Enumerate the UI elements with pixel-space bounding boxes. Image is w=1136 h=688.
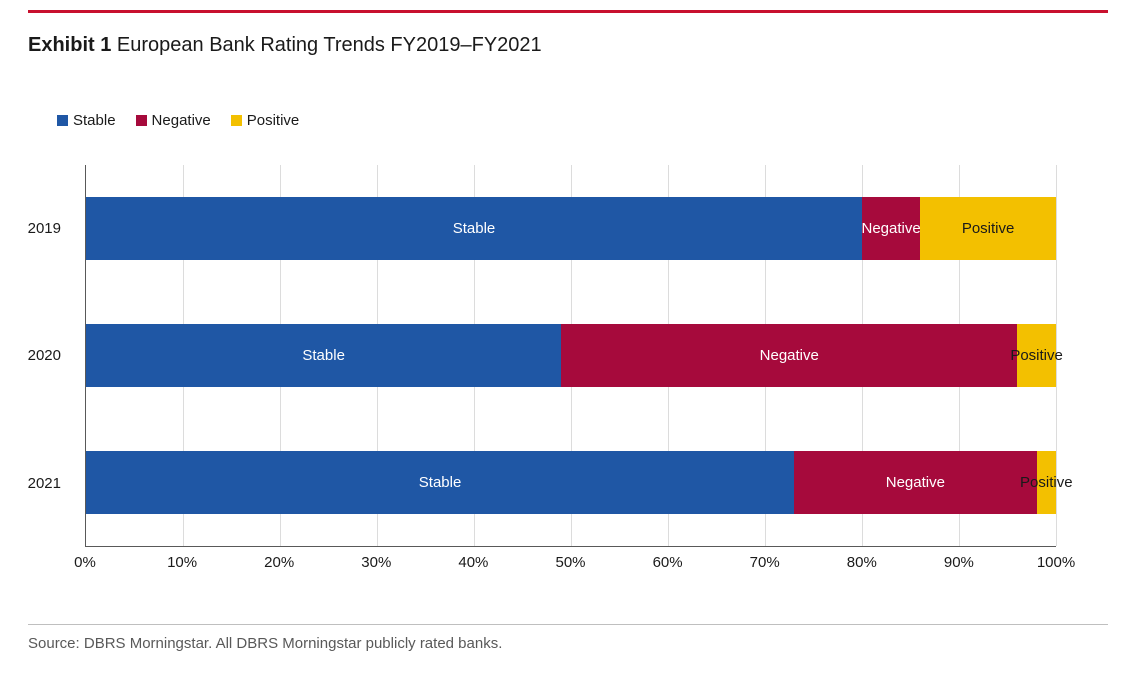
- segment-stable: Stable: [86, 197, 862, 260]
- segment-label: Stable: [418, 474, 462, 491]
- chart-area: 2019 2020 2021 Stable Negative Positive Stabl…: [28, 165, 1075, 578]
- segment-positive: Positive: [1010, 324, 1063, 387]
- segment-negative: Negative: [561, 324, 1018, 387]
- exhibit-title-text: European Bank Rating Trends FY2019–FY202…: [116, 34, 542, 56]
- exhibit-page: Exhibit 1 European Bank Rating Trends FY…: [28, 10, 1108, 652]
- x-tick-label: 20%: [264, 554, 295, 571]
- segment-stable: Stable: [86, 324, 562, 387]
- segment-stable: Stable: [86, 451, 795, 514]
- legend-swatch-icon: [57, 115, 68, 126]
- segment-label: Positive: [1020, 474, 1073, 491]
- segment-label: Stable: [302, 347, 345, 364]
- segment-label: Negative: [861, 220, 921, 237]
- exhibit-title: Exhibit 1 European Bank Rating Trends FY…: [28, 33, 1108, 57]
- legend-item-positive: Positive: [230, 112, 300, 129]
- legend-label: Negative: [151, 112, 211, 129]
- x-tick-label: 30%: [361, 554, 392, 571]
- top-accent-rule: [28, 10, 1108, 13]
- exhibit-number: Exhibit 1: [28, 34, 112, 56]
- bar-bands: Stable Negative Positive Stable Negative Posi…: [86, 165, 1073, 546]
- x-tick-label: 70%: [749, 554, 780, 571]
- segment-negative: Negative: [861, 197, 921, 260]
- bar-band: Stable Negative Positive: [86, 165, 1056, 292]
- segment-label: Negative: [885, 474, 945, 491]
- x-tick-label: 0%: [74, 554, 96, 571]
- x-tick-label: 60%: [652, 554, 683, 571]
- legend: Stable Negative Positive: [57, 112, 1108, 129]
- stacked-bar-2021: Stable Negative Positive: [86, 451, 1073, 514]
- y-axis-labels: 2019 2020 2021: [28, 165, 85, 547]
- x-tick-label: 40%: [458, 554, 489, 571]
- segment-label: Negative: [759, 347, 819, 364]
- x-tick-label: 10%: [167, 554, 198, 571]
- legend-swatch-icon: [135, 115, 147, 126]
- segment-positive: Positive: [920, 197, 1056, 260]
- legend-item-stable: Stable: [57, 112, 116, 129]
- y-axis-label: 2021: [27, 474, 61, 492]
- gridline: [1056, 165, 1057, 546]
- legend-label: Positive: [246, 112, 300, 129]
- stacked-bar-2020: Stable Negative Positive: [86, 324, 1063, 387]
- legend-swatch-icon: [230, 115, 242, 126]
- bar-band: Stable Negative Positive: [86, 292, 1063, 419]
- footer-divider: [28, 624, 1108, 625]
- plot-area: Stable Negative Positive Stable Negative Posi…: [85, 165, 1073, 547]
- y-axis-label: 2020: [27, 347, 61, 365]
- source-note: Source: DBRS Morningstar. All DBRS Morni…: [28, 635, 503, 652]
- stacked-bar-chart: 2019 2020 2021 Stable Negative Positive Stabl…: [28, 165, 1073, 547]
- segment-label: Stable: [452, 220, 496, 237]
- segment-label: Positive: [961, 220, 1015, 237]
- x-tick-label: 50%: [555, 554, 586, 571]
- y-axis-label: 2019: [27, 220, 61, 238]
- x-tick-label: 100%: [1036, 554, 1076, 571]
- bar-band: Stable Negative Positive: [86, 419, 1073, 546]
- legend-label: Stable: [73, 112, 116, 129]
- x-tick-label: 80%: [846, 554, 877, 571]
- segment-label: Positive: [1010, 347, 1063, 364]
- legend-item-negative: Negative: [135, 112, 211, 129]
- x-tick-label: 90%: [943, 554, 974, 571]
- segment-positive: Positive: [1020, 451, 1073, 514]
- segment-negative: Negative: [794, 451, 1037, 514]
- stacked-bar-2019: Stable Negative Positive: [86, 197, 1056, 260]
- x-axis: 0% 10% 20% 30% 40% 50% 60% 70% 80% 90% 100%: [74, 554, 1075, 578]
